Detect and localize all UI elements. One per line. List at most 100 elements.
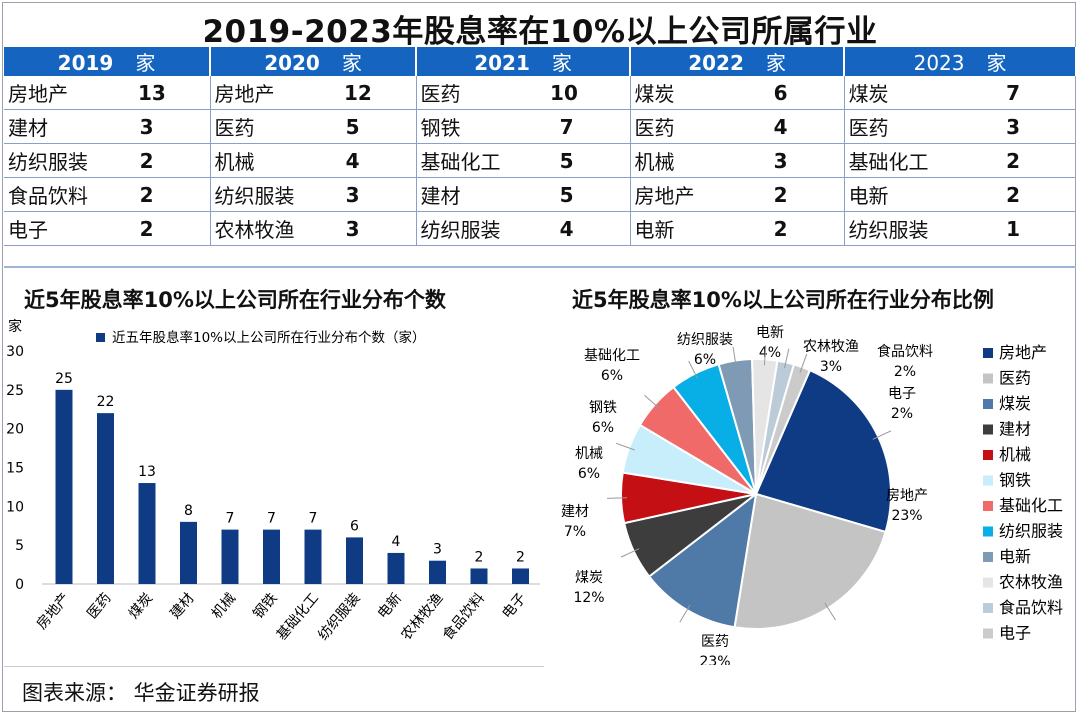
slice-name-label: 钢铁 [589, 400, 617, 416]
slice-pct-label: 2% [894, 364, 916, 380]
slice-pct-label: 12% [573, 590, 604, 606]
count-cell: 4 [340, 143, 417, 178]
industry-cell: 房地产 [210, 76, 341, 110]
x-tick-label: 农林牧渔 [398, 590, 446, 643]
count-cell: 5 [546, 177, 631, 212]
y-tick-label: 20 [6, 422, 24, 438]
bar [263, 529, 280, 584]
legend-swatch [983, 628, 993, 639]
industry-cell: 纺织服装 [844, 211, 975, 246]
x-tick-label: 电子 [499, 590, 529, 622]
bar-value-label: 22 [97, 394, 115, 410]
legend-label: 食品饮料 [999, 598, 1063, 617]
x-tick-label: 纺织服装 [315, 590, 363, 643]
x-tick-label: 机械 [209, 590, 239, 622]
slice-name-label: 建材 [561, 504, 589, 520]
bar [387, 552, 405, 584]
industry-cell: 纺织服装 [210, 177, 341, 212]
count-cell: 5 [546, 143, 631, 178]
industry-cell: 建材 [416, 177, 547, 212]
bar-value-label: 4 [392, 534, 401, 550]
bar-value-label: 7 [267, 511, 276, 527]
industry-cell: 农林牧渔 [210, 211, 341, 246]
legend-swatch [983, 450, 993, 460]
slice-name-label: 电新 [756, 325, 784, 341]
industry-cell: 食品饮料 [4, 177, 134, 212]
bar [512, 568, 529, 584]
industry-cell: 煤炭 [630, 76, 761, 110]
count-cell: 3 [340, 211, 417, 246]
bar [429, 560, 446, 584]
count-cell: 2 [134, 177, 211, 212]
section-divider [4, 266, 1076, 268]
legend-label: 医药 [999, 369, 1031, 388]
leader-line [644, 394, 660, 409]
y-tick-label: 0 [15, 577, 24, 593]
year-label: 2019 [57, 51, 114, 75]
slice-pct-label: 23% [699, 654, 730, 665]
pie-chart: 房地产 23% 医药 23% 煤炭 12% 建材 7% 机械 6% 钢铁 6% 基础化工 6% 纺织服装 6%… [561, 325, 1063, 665]
slice-name-label: 纺织服装 [677, 332, 733, 348]
bar [97, 413, 114, 584]
source-note: 图表来源： 华金证券研报 [22, 681, 260, 705]
leader-line [872, 430, 892, 440]
slice-name-label: 电子 [888, 386, 916, 402]
industry-cell: 医药 [630, 109, 761, 144]
count-cell: 12 [340, 76, 417, 110]
industry-cell: 电新 [844, 177, 975, 212]
count-cell: 10 [546, 76, 631, 110]
industry-cell: 房地产 [630, 177, 761, 212]
source-divider [4, 666, 544, 667]
slice-pct-label: 6% [694, 352, 716, 368]
slice-pct-label: 2% [891, 406, 913, 422]
unit-label: 家 [135, 51, 156, 75]
bar [138, 483, 156, 584]
industry-cell: 医药 [416, 76, 547, 110]
count-cell: 4 [760, 109, 845, 144]
slice-name-label: 机械 [575, 446, 603, 462]
industry-cell: 机械 [630, 143, 761, 178]
slice-name-label: 食品饮料 [877, 343, 933, 360]
count-cell: 3 [974, 109, 1077, 144]
legend-swatch [983, 399, 993, 409]
pie-chart-title: 近5年股息率10%以上公司所在行业分布比例 [572, 288, 994, 312]
count-cell: 2 [974, 177, 1077, 212]
legend-swatch [983, 373, 993, 384]
bar-value-label: 7 [226, 511, 235, 527]
bar [180, 521, 197, 584]
bar-value-label: 2 [475, 549, 484, 565]
legend-label: 纺织服装 [999, 522, 1063, 541]
table-header-row: 2019 家 2020 家 2021 家 2022 家 2023 家 [4, 47, 1078, 76]
year-header-2019: 2019 家 [4, 47, 212, 76]
legend-swatch [983, 424, 993, 435]
year-header-2023: 2023 家 [844, 47, 1078, 76]
bar-value-label: 2 [516, 549, 525, 565]
count-cell: 13 [134, 76, 211, 110]
legend-label: 房地产 [999, 343, 1047, 362]
count-cell: 2 [760, 211, 845, 246]
slice-pct-label: 3% [820, 359, 842, 375]
legend-label: 钢铁 [999, 471, 1031, 490]
leader-line [763, 345, 767, 366]
count-cell: 2 [760, 177, 845, 212]
leader-line [615, 442, 635, 451]
legend-swatch [983, 348, 993, 358]
x-tick-label: 房地产 [34, 590, 73, 632]
legend-label: 机械 [999, 445, 1031, 464]
legend-swatch [983, 577, 993, 588]
year-label: 2022 [688, 51, 744, 75]
table-row: 电子 2 农林牧渔 3 纺织服装 4 电新 2 纺织服装 1 [4, 211, 1077, 246]
bar-value-label: 8 [184, 503, 193, 519]
bar-value-label: 6 [350, 518, 359, 534]
bar [470, 568, 488, 584]
leader-line [783, 348, 790, 369]
year-label: 2020 [264, 51, 320, 75]
x-tick-label: 建材 [167, 590, 197, 622]
legend-swatch [96, 333, 105, 342]
legend-label: 建材 [999, 420, 1031, 439]
x-tick-label: 电新 [375, 590, 405, 622]
legend-label: 电新 [999, 547, 1031, 566]
count-cell: 7 [974, 76, 1077, 110]
y-axis-label: 家 [8, 318, 22, 335]
